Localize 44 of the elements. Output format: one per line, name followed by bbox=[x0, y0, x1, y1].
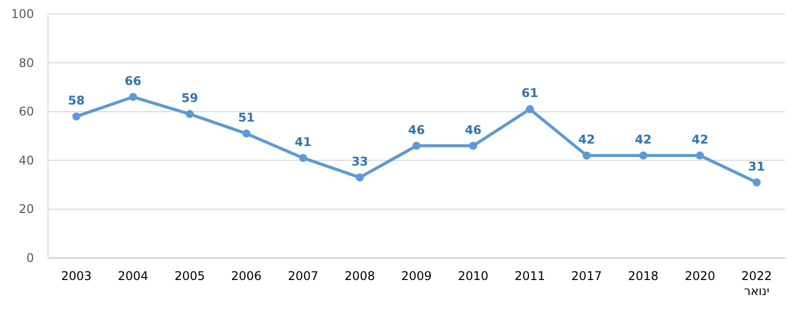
x-tick-label: 2017 bbox=[571, 269, 602, 283]
x-tick-label: 2009 bbox=[401, 269, 432, 283]
x-tick-label: 2010 bbox=[458, 269, 488, 283]
point bbox=[299, 154, 308, 162]
data-label: 46 bbox=[464, 122, 482, 137]
y-tick-label: 40 bbox=[18, 153, 34, 168]
point bbox=[752, 178, 761, 186]
data-label: 42 bbox=[634, 132, 652, 147]
data-label: 46 bbox=[408, 122, 425, 137]
x-tick-label: 2020 bbox=[684, 269, 716, 283]
data-label: 51 bbox=[238, 110, 255, 125]
point bbox=[72, 112, 80, 120]
y-tick-label: 20 bbox=[18, 202, 34, 216]
data-label: 42 bbox=[692, 132, 708, 147]
y-tick-label: 100 bbox=[11, 7, 34, 21]
point bbox=[696, 152, 704, 160]
x-tick-label: 2003 bbox=[61, 269, 92, 283]
point bbox=[242, 130, 250, 138]
data-label: 61 bbox=[522, 86, 538, 100]
x-tick-label: 2005 bbox=[174, 269, 206, 283]
y-tick-label: 80 bbox=[18, 56, 34, 70]
point bbox=[582, 152, 591, 160]
point bbox=[129, 92, 138, 101]
point bbox=[356, 173, 364, 182]
data-label: 66 bbox=[124, 74, 142, 88]
data-label: 58 bbox=[68, 93, 85, 108]
point bbox=[526, 105, 534, 114]
point bbox=[469, 142, 478, 150]
data-label: 41 bbox=[294, 134, 312, 149]
point bbox=[639, 152, 648, 160]
x-tick-label: 2011 bbox=[514, 269, 546, 283]
x-tick-label: 2006 bbox=[231, 269, 262, 283]
point bbox=[412, 142, 420, 150]
x-tick-label: 2007 bbox=[288, 269, 318, 283]
data-label: 59 bbox=[181, 91, 198, 106]
data-label: 31 bbox=[748, 159, 766, 174]
data-label: 42 bbox=[578, 132, 595, 147]
point bbox=[186, 110, 194, 118]
x-tick-label: 2008 bbox=[344, 269, 376, 283]
x-tick-label: 2004 bbox=[118, 269, 148, 283]
y-tick-label: 60 bbox=[18, 104, 34, 119]
data-label: 33 bbox=[351, 154, 368, 168]
y-tick-label: 0 bbox=[26, 251, 34, 265]
x-tick-label: 2018 bbox=[628, 269, 659, 283]
